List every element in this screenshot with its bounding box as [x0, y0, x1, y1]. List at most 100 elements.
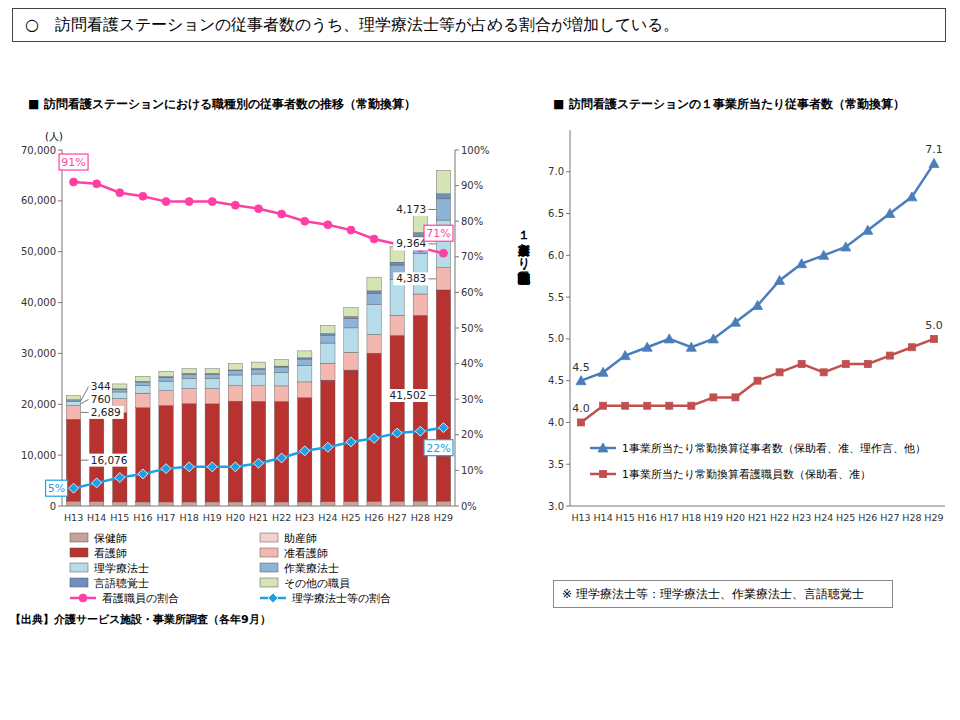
y2-tick-label: 40%	[461, 358, 483, 369]
marker	[841, 242, 851, 251]
x-tick-label: H28	[411, 512, 430, 523]
y2-tick-label: 80%	[461, 216, 483, 227]
y-tick	[58, 302, 62, 303]
marker	[93, 180, 101, 188]
marker	[184, 462, 194, 472]
y-tick-label: 6.5	[548, 208, 564, 219]
bar-segment	[390, 262, 404, 265]
bar-segment	[66, 419, 80, 501]
bar-segment	[344, 317, 358, 319]
bar-segment	[136, 393, 150, 407]
y2-tick-label: 70%	[461, 251, 483, 262]
x-tick-label: H16	[638, 512, 657, 523]
chart-canvas: ■ 訪問看護ステーションにおける職種別の従事者数の推移（常勤換算）(人)010,…	[0, 0, 960, 720]
bar-segment	[321, 363, 335, 380]
label-bg	[89, 454, 130, 467]
marker	[708, 334, 718, 343]
bar-segment	[205, 404, 219, 502]
x-tick-label: H27	[880, 512, 899, 523]
bar-segment	[182, 502, 196, 506]
y2-tick-label: 10%	[461, 465, 483, 476]
marker	[578, 419, 585, 426]
y-tick-label: 20,000	[21, 399, 56, 410]
marker	[842, 360, 849, 367]
bar-segment	[66, 400, 80, 402]
marker	[730, 317, 740, 326]
y-axis-label: １事業所当たり常勤換算従事者数・常勤換算看護職員数	[498, 222, 532, 404]
bar-segment	[182, 378, 196, 388]
marker	[863, 225, 873, 234]
bar-segment	[436, 194, 450, 199]
bar-segment	[436, 199, 450, 220]
bar-segment	[321, 334, 335, 336]
legend-label: 作業療法士	[283, 562, 339, 575]
marker	[115, 473, 125, 483]
chart-title: ■ 訪問看護ステーションの１事業所当たり従事者数（常勤換算）	[553, 97, 905, 111]
x-tick-label: H25	[836, 512, 855, 523]
data-label: 16,076	[91, 454, 128, 466]
x-tick-label: H16	[133, 512, 152, 523]
x-tick-label: H14	[87, 512, 106, 523]
marker	[69, 483, 79, 493]
bar-segment	[113, 502, 127, 506]
y-axis	[570, 130, 571, 506]
marker	[439, 249, 447, 257]
bar-segment	[367, 501, 381, 506]
bar-segment	[344, 328, 358, 352]
bar-segment	[205, 389, 219, 404]
marker	[415, 426, 425, 436]
marker	[908, 344, 915, 351]
bar-segment	[159, 502, 173, 506]
marker	[255, 205, 263, 213]
label-box	[46, 480, 68, 496]
legend-swatch	[70, 533, 88, 542]
bar-segment	[136, 382, 150, 385]
data-label: 91%	[61, 156, 85, 169]
bar-segment	[159, 381, 173, 391]
marker	[116, 189, 124, 197]
marker	[620, 351, 630, 360]
marker	[231, 201, 239, 209]
marker	[598, 367, 608, 376]
legend-swatch	[260, 578, 278, 587]
bar-segment	[228, 386, 242, 402]
leader-line	[81, 460, 89, 461]
legend-marker	[600, 471, 607, 478]
legend-label: 助産師	[284, 532, 317, 545]
x-tick-label: H14	[593, 512, 612, 523]
data-label: 4.5	[572, 361, 590, 374]
y-tick	[58, 455, 62, 456]
marker	[301, 217, 309, 225]
bar-segment	[205, 502, 219, 506]
bar-segment	[413, 315, 427, 500]
bar-segment	[413, 501, 427, 506]
marker	[370, 235, 378, 243]
y2-tick	[455, 328, 459, 329]
label-bg	[387, 389, 428, 402]
bar-segment	[367, 305, 381, 335]
bar-segment	[113, 389, 127, 392]
bar-segment	[321, 502, 335, 506]
legend-label: 准看護師	[284, 547, 328, 560]
label-box	[59, 154, 88, 170]
y-tick	[566, 213, 570, 214]
y2-tick	[455, 470, 459, 471]
marker	[138, 469, 148, 479]
bar-segment	[274, 367, 288, 372]
bar-segment	[436, 290, 450, 501]
bar-segment	[298, 365, 312, 382]
marker	[885, 209, 895, 218]
y-tick	[58, 251, 62, 252]
x-tick-label: H25	[341, 512, 360, 523]
bar-segment	[251, 502, 265, 506]
y-tick-label: 5.5	[548, 292, 564, 303]
marker	[664, 334, 674, 343]
legend-swatch	[260, 548, 278, 557]
series-line	[581, 339, 934, 423]
y2-tick-label: 90%	[461, 180, 483, 191]
legend-label: その他の職員	[284, 577, 350, 590]
marker	[369, 433, 379, 443]
marker	[732, 394, 739, 401]
y2-tick	[455, 363, 459, 364]
x-tick-label: H24	[318, 512, 337, 523]
